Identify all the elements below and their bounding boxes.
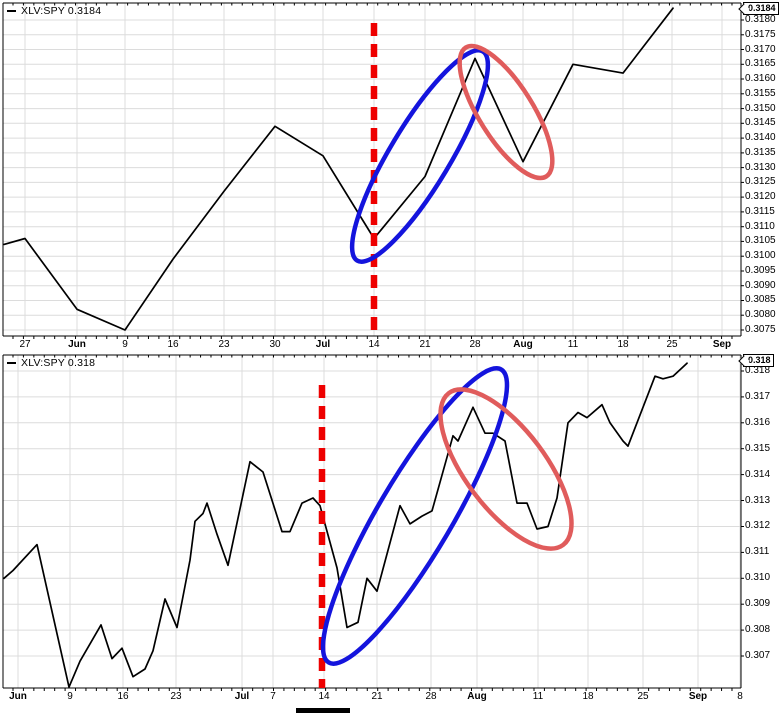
y-axis-label: 0.3140: [745, 132, 776, 144]
y-axis-label: 0.3100: [745, 250, 776, 262]
x-axis-label: 28: [425, 691, 437, 702]
x-axis-label: 25: [637, 691, 649, 702]
y-axis-label: 0.3120: [745, 191, 776, 203]
y-axis-label: 0.308: [745, 624, 771, 636]
price-line: [3, 362, 688, 688]
y-axis-label: 0.3080: [745, 309, 776, 321]
y-axis-label: 0.3125: [745, 176, 776, 188]
y-axis-label: 0.3155: [745, 87, 776, 99]
y-axis-label: 0.3175: [745, 28, 776, 40]
y-axis-label: 0.3145: [745, 117, 776, 129]
x-axis-label: 23: [170, 691, 182, 702]
x-axis-label: 14: [368, 339, 380, 350]
y-axis-label: 0.3165: [745, 58, 776, 70]
y-axis-label: 0.3085: [745, 294, 776, 306]
legend-label: XLV:SPY 0.3184: [21, 5, 102, 17]
x-axis-label: 11: [567, 339, 579, 350]
x-axis-label: 7: [270, 691, 276, 702]
x-axis-label: 23: [218, 339, 230, 350]
y-axis-label: 0.315: [745, 442, 771, 454]
y-axis-label: 0.313: [745, 494, 771, 506]
legend-line-swatch-icon: [7, 9, 16, 13]
red-ellipse-annotation: [457, 43, 555, 181]
x-axis-label: Jul: [315, 339, 331, 350]
y-axis-label: 0.310: [745, 572, 771, 584]
y-axis-label: 0.316: [745, 416, 771, 428]
legend-label: XLV:SPY 0.318: [21, 357, 96, 369]
x-axis-label: 14: [318, 691, 330, 702]
x-axis-label: 16: [167, 339, 179, 350]
x-axis-label: Jun: [68, 339, 86, 350]
y-axis-label: 0.311: [745, 546, 770, 558]
x-axis-label: 11: [532, 691, 544, 702]
y-axis-label: 0.3135: [745, 146, 776, 158]
y-axis-label: 0.3075: [745, 324, 776, 335]
y-axis-label: 0.309: [745, 598, 771, 610]
price-line: [3, 7, 674, 331]
x-axis-label: 27: [19, 339, 31, 350]
x-axis-label: Jul: [234, 691, 250, 702]
x-axis-label: 16: [117, 691, 129, 702]
blue-ellipse-annotation: [320, 366, 510, 666]
x-axis-label: Jun: [9, 691, 27, 702]
x-axis-label: Aug: [513, 339, 533, 350]
y-axis-label: 0.317: [745, 390, 771, 402]
y-axis-label: 0.3130: [745, 161, 776, 173]
y-axis-label: 0.3180: [745, 14, 776, 25]
y-axis-label: 0.318: [745, 365, 771, 376]
x-axis-label: 18: [617, 339, 629, 350]
y-axis-label: 0.3110: [745, 220, 775, 232]
x-axis-label: Aug: [467, 691, 487, 702]
y-axis-label: 0.314: [745, 468, 771, 480]
legend: XLV:SPY 0.3184: [7, 5, 101, 17]
y-axis-label: 0.3115: [745, 205, 775, 217]
x-axis-label: 30: [269, 339, 281, 350]
y-axis-label: 0.3095: [745, 264, 776, 276]
red-ellipse-annotation: [438, 387, 574, 551]
x-axis-label: 8: [737, 691, 743, 702]
y-axis-label: 0.3090: [745, 279, 776, 291]
x-axis-label: 28: [469, 339, 481, 350]
y-axis-label: 0.3160: [745, 73, 776, 85]
x-axis-label: 21: [371, 691, 383, 702]
weekly-chart-canvas: [2, 2, 744, 339]
x-axis-label: 25: [666, 339, 678, 350]
y-axis-label: 0.312: [745, 520, 771, 532]
x-axis-label: Sep: [712, 339, 732, 350]
legend: XLV:SPY 0.318: [7, 357, 95, 369]
weekly-ratio-chart-panel: XLV:SPY 0.3184 0.3184 27 Jun 9 16 23 30 Jul 14 2…: [0, 0, 780, 352]
x-axis-label: 21: [419, 339, 431, 350]
x-axis-label: 9: [122, 339, 128, 350]
y-axis-label: 0.3170: [745, 43, 776, 55]
y-axis-label: 0.307: [745, 650, 771, 661]
x-axis-label: Sep: [688, 691, 708, 702]
daily-ratio-chart-panel: XLV:SPY 0.318 0.318 Jun 9 16 23 Jul 7 14 21 28 Au…: [0, 352, 780, 714]
last-price-tag: 0.318: [743, 354, 774, 367]
x-axis-label: 18: [582, 691, 594, 702]
x-axis-label: 9: [67, 691, 73, 702]
y-axis-label: 0.3150: [745, 102, 776, 114]
y-axis-label: 0.3105: [745, 235, 776, 247]
date-highlight-bar: [296, 708, 350, 713]
legend-line-swatch-icon: [7, 361, 16, 365]
last-price-tag: 0.3184: [743, 2, 779, 15]
daily-chart-canvas: [2, 354, 744, 691]
